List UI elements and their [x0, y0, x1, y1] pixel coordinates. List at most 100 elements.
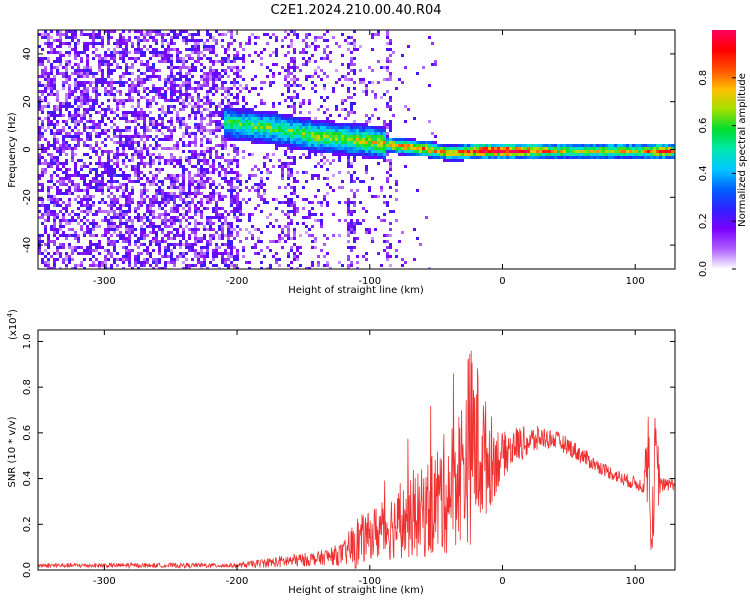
heatmap-cell	[38, 246, 41, 249]
heatmap-cell	[212, 39, 215, 42]
heatmap-cell	[155, 30, 158, 33]
heatmap-cell	[203, 156, 206, 159]
heatmap-cell	[362, 141, 365, 144]
heatmap-cell	[143, 228, 146, 231]
heatmap-cell	[68, 198, 71, 201]
heatmap-cell	[251, 246, 254, 249]
heatmap-cell	[86, 246, 89, 249]
heatmap-cell	[71, 114, 74, 117]
heatmap-cell	[38, 198, 41, 201]
heatmap-cell	[68, 114, 71, 117]
heatmap-cell	[350, 219, 353, 222]
heatmap-cell	[215, 264, 218, 267]
heatmap-cell	[518, 147, 521, 150]
heatmap-cell	[272, 129, 275, 132]
heatmap-cell	[188, 39, 191, 42]
heatmap-cell	[77, 186, 80, 189]
heatmap-cell	[167, 48, 170, 51]
heatmap-cell	[167, 192, 170, 195]
heatmap-cell	[293, 243, 296, 246]
heatmap-cell	[236, 225, 239, 228]
heatmap-cell	[155, 225, 158, 228]
heatmap-cell	[359, 135, 362, 138]
heatmap-cell	[59, 132, 62, 135]
heatmap-cell	[137, 153, 140, 156]
heatmap-cell	[155, 189, 158, 192]
heatmap-cell	[614, 150, 617, 153]
heatmap-cell	[215, 129, 218, 132]
heatmap-cell	[392, 138, 395, 141]
heatmap-cell	[131, 57, 134, 60]
heatmap-cell	[308, 45, 311, 48]
heatmap-cell	[335, 141, 338, 144]
heatmap-cell	[197, 186, 200, 189]
heatmap-cell	[359, 147, 362, 150]
heatmap-cell	[65, 252, 68, 255]
heatmap-cell	[47, 105, 50, 108]
heatmap-cell	[539, 156, 542, 159]
heatmap-cell	[221, 225, 224, 228]
heatmap-cell	[158, 156, 161, 159]
heatmap-cell	[68, 234, 71, 237]
heatmap-cell	[137, 39, 140, 42]
heatmap-cell	[167, 78, 170, 81]
heatmap-cell	[125, 48, 128, 51]
heatmap-cell	[587, 147, 590, 150]
heatmap-cell	[509, 153, 512, 156]
heatmap-cell	[440, 150, 443, 153]
heatmap-cell	[89, 234, 92, 237]
heatmap-cell	[323, 141, 326, 144]
heatmap-cell	[125, 81, 128, 84]
heatmap-cell	[605, 153, 608, 156]
heatmap-cell	[86, 204, 89, 207]
heatmap-cell	[101, 36, 104, 39]
heatmap-cell	[212, 111, 215, 114]
heatmap-cell	[107, 189, 110, 192]
heatmap-cell	[263, 126, 266, 129]
heatmap-cell	[317, 123, 320, 126]
heatmap-cell	[173, 174, 176, 177]
heatmap-cell	[227, 129, 230, 132]
heatmap-cell	[227, 237, 230, 240]
heatmap-cell	[59, 243, 62, 246]
heatmap-cell	[62, 183, 65, 186]
heatmap-cell	[287, 165, 290, 168]
heatmap-cell	[191, 105, 194, 108]
heatmap-cell	[533, 144, 536, 147]
heatmap-cell	[206, 177, 209, 180]
heatmap-cell	[500, 144, 503, 147]
heatmap-cell	[389, 78, 392, 81]
heatmap-cell	[206, 75, 209, 78]
heatmap-cell	[254, 105, 257, 108]
heatmap-cell	[179, 213, 182, 216]
heatmap-cell	[344, 129, 347, 132]
heatmap-cell	[62, 201, 65, 204]
heatmap-cell	[209, 69, 212, 72]
heatmap-cell	[110, 168, 113, 171]
heatmap-cell	[173, 42, 176, 45]
heatmap-cell	[347, 258, 350, 261]
heatmap-cell	[194, 174, 197, 177]
heatmap-cell	[95, 168, 98, 171]
heatmap-cell	[101, 129, 104, 132]
heatmap-cell	[302, 123, 305, 126]
heatmap-cell	[65, 63, 68, 66]
heatmap-cell	[491, 144, 494, 147]
heatmap-cell	[83, 258, 86, 261]
heatmap-cell	[161, 57, 164, 60]
heatmap-cell	[347, 153, 350, 156]
heatmap-cell	[374, 141, 377, 144]
heatmap-cell	[314, 165, 317, 168]
heatmap-cell	[113, 204, 116, 207]
heatmap-cell	[188, 171, 191, 174]
heatmap-cell	[173, 156, 176, 159]
heatmap-cell	[590, 153, 593, 156]
heatmap-cell	[278, 240, 281, 243]
heatmap-cell	[347, 162, 350, 165]
heatmap-cell	[197, 60, 200, 63]
heatmap-cell	[50, 72, 53, 75]
heatmap-cell	[185, 219, 188, 222]
heatmap-cell	[353, 141, 356, 144]
heatmap-cell	[86, 66, 89, 69]
heatmap-cell	[296, 207, 299, 210]
